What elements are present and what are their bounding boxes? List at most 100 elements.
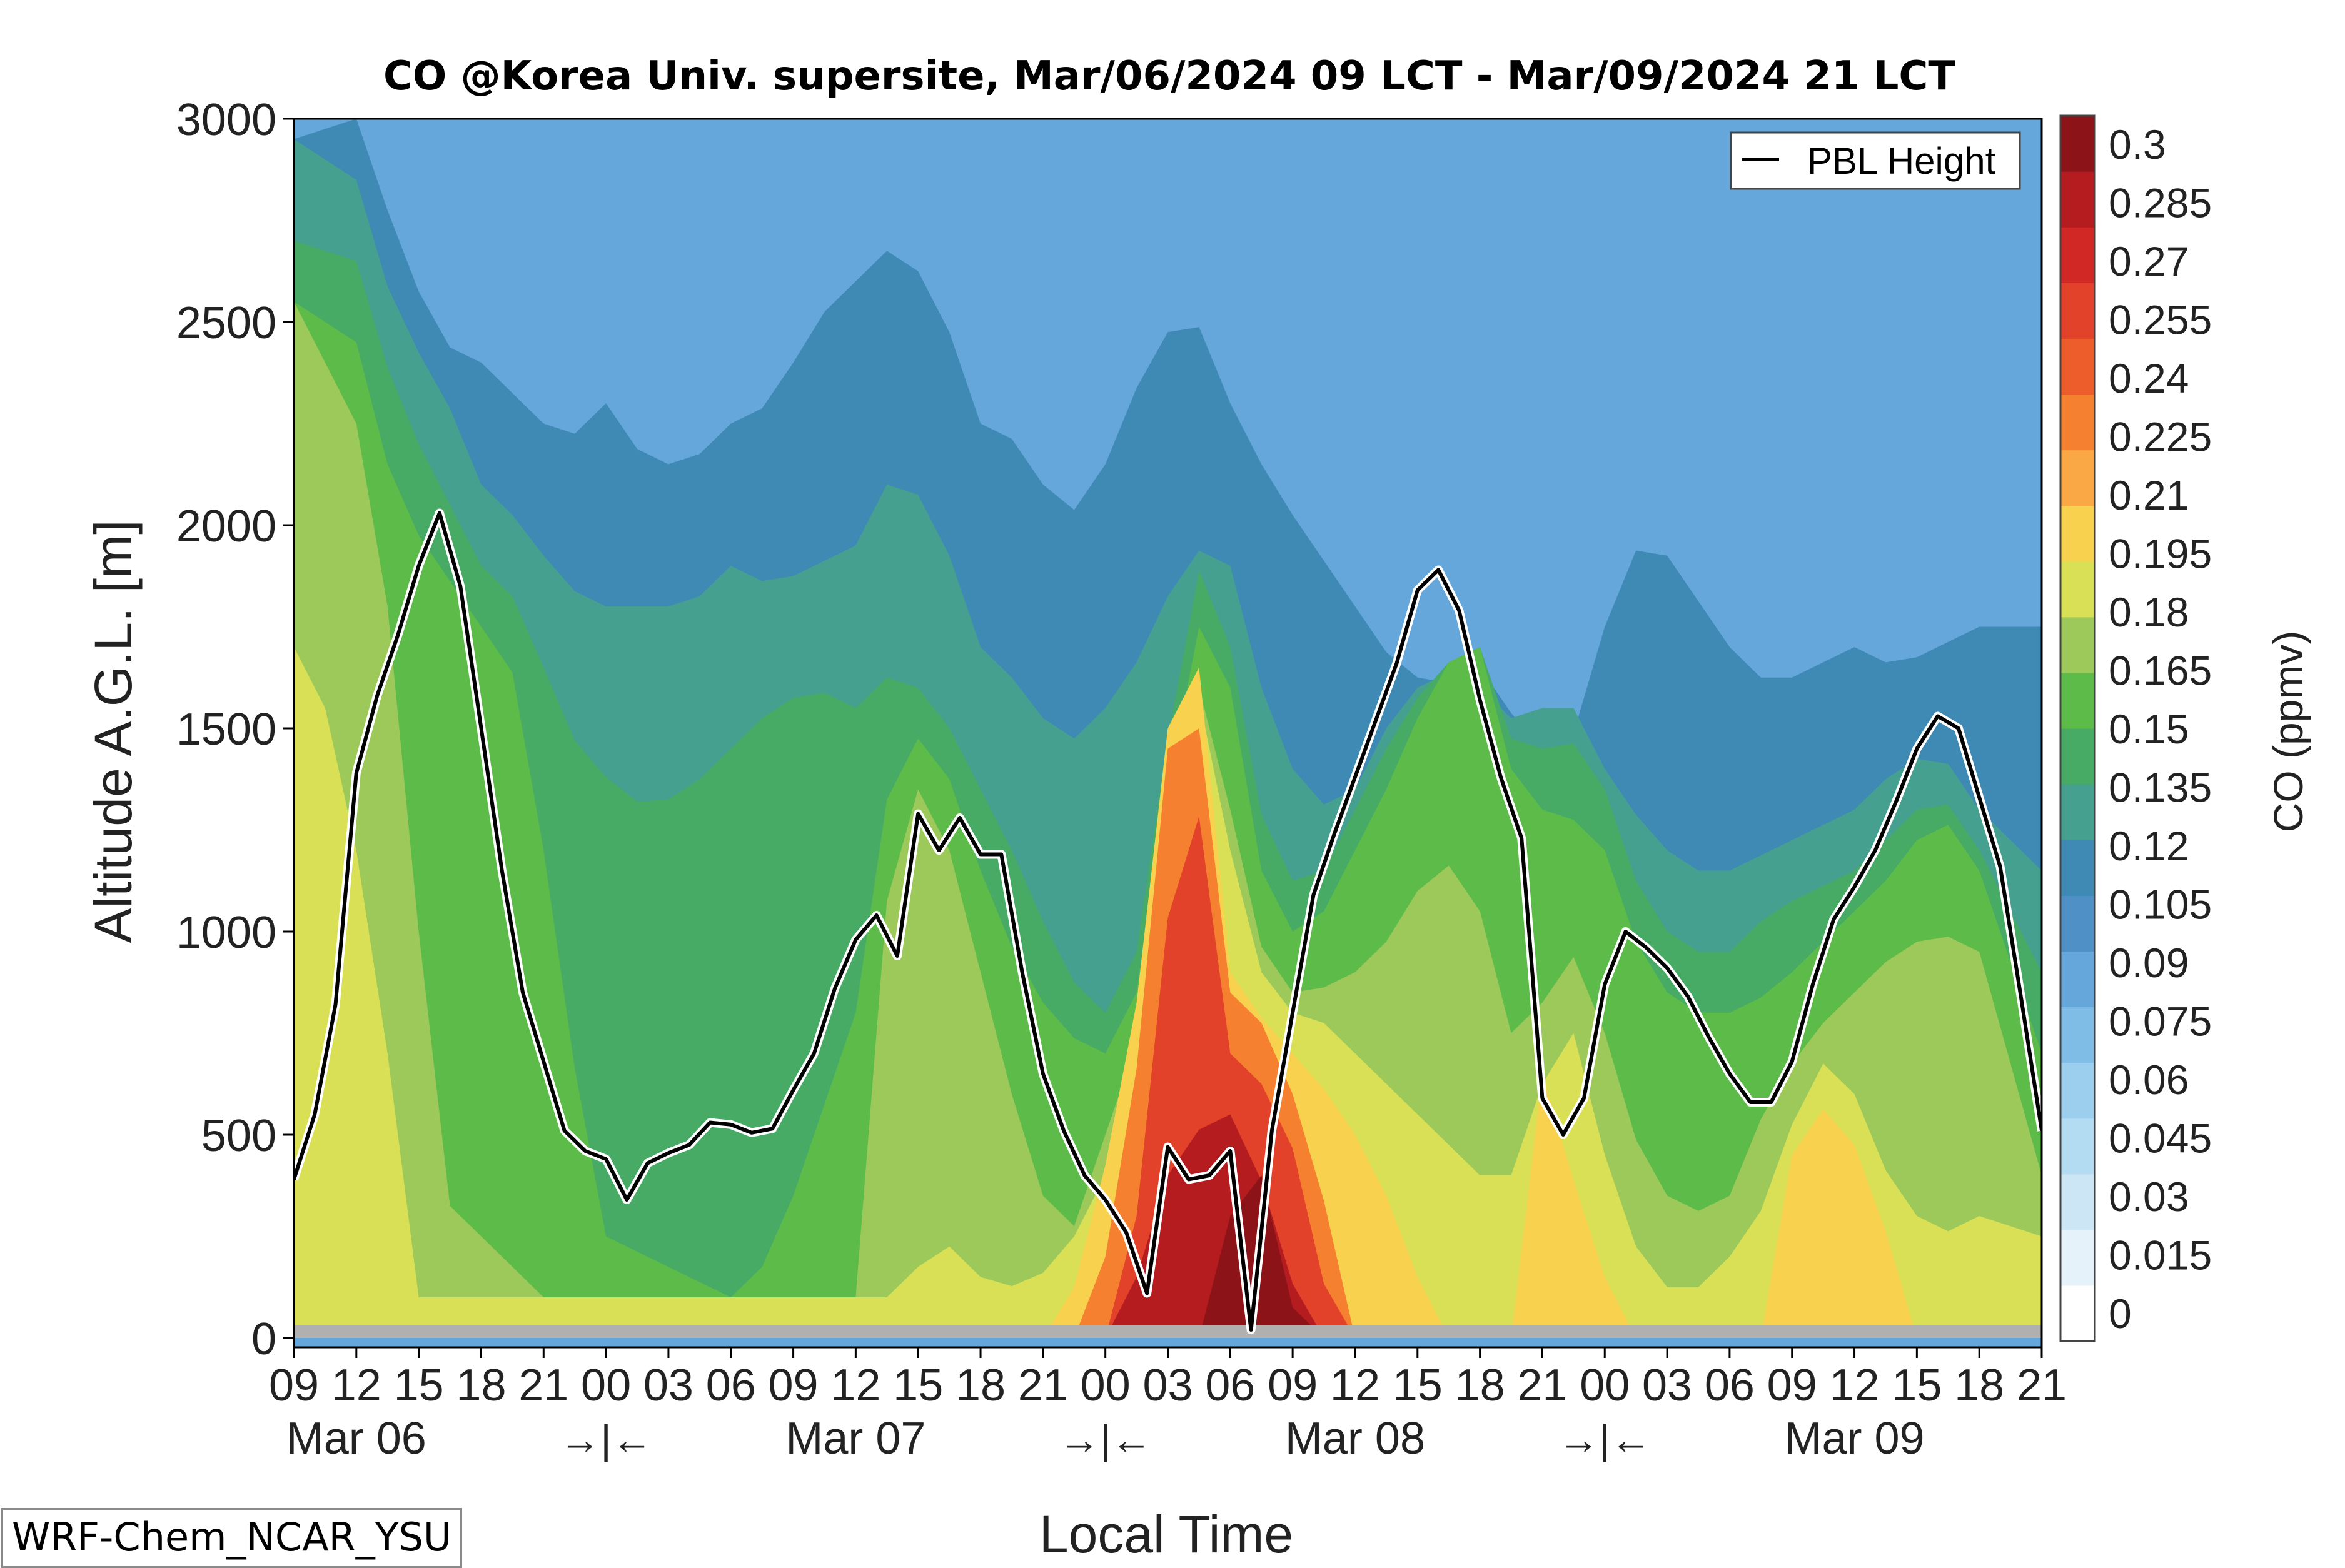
- day-separator: →|←: [1558, 1416, 1652, 1462]
- colorbar-swatch: [2060, 1173, 2095, 1230]
- colorbar-tick-label: 0.105: [2109, 882, 2212, 928]
- x-tick-label: 15: [893, 1360, 943, 1410]
- colorbar-swatch: [2060, 171, 2095, 228]
- x-tick-label: 00: [1580, 1360, 1630, 1410]
- colorbar-swatch: [2060, 283, 2095, 339]
- x-tick-label: 21: [2017, 1360, 2067, 1410]
- colorbar-tick-label: 0.09: [2109, 940, 2189, 986]
- x-tick-label: 06: [1705, 1360, 1755, 1410]
- y-tick-label: 3000: [176, 95, 276, 145]
- date-label: Mar 09: [1784, 1414, 1924, 1464]
- x-tick-label: 12: [331, 1360, 381, 1410]
- x-tick-label: 09: [1268, 1360, 1318, 1410]
- colorbar-tick-label: 0.195: [2109, 531, 2212, 577]
- y-tick-label: 2500: [176, 298, 276, 348]
- x-tick-label: 03: [643, 1360, 693, 1410]
- x-axis: 09 12 15 18 21 00 03 06 09 12 15 18 21 00 03 06 09 12 15 18…: [269, 1347, 2067, 1464]
- colorbar-swatch: [2060, 227, 2095, 283]
- legend: PBL Height: [1730, 131, 2021, 190]
- colorbar-swatch: [2060, 840, 2095, 896]
- colorbar-swatch: [2060, 1229, 2095, 1286]
- colorbar-swatch: [2060, 1007, 2095, 1063]
- colorbar-tick-label: 0.015: [2109, 1232, 2212, 1279]
- co-contour-band: [294, 301, 2042, 1338]
- colorbar-tick-label: 0.045: [2109, 1115, 2212, 1162]
- colorbar-tick-label: 0.27: [2109, 238, 2189, 284]
- colorbar-swatch: [2060, 338, 2095, 395]
- x-tick-label: 09: [769, 1360, 819, 1410]
- ground-strip: [294, 1325, 2042, 1338]
- x-tick-label: 15: [1393, 1360, 1443, 1410]
- colorbar-swatch: [2060, 616, 2095, 673]
- chart-title: CO @Korea Univ. supersite, Mar/06/2024 0…: [383, 53, 1955, 99]
- y-axis: 0 500 1000 1500 2000 2500 3000: [176, 95, 294, 1364]
- pbl-line: [294, 511, 2042, 1332]
- colorbar-swatch: [2060, 116, 2095, 172]
- legend-box: [1730, 131, 2021, 190]
- colorbar-swatch: [2060, 1285, 2095, 1342]
- colorbar-swatch: [2060, 784, 2095, 840]
- colorbar-tick-label: 0.12: [2109, 823, 2189, 869]
- y-tick-label: 500: [201, 1111, 276, 1161]
- co-contour-band: [294, 1114, 2042, 1338]
- colorbar-swatch: [2060, 505, 2095, 562]
- day-separator: →|←: [560, 1416, 653, 1462]
- pbl-height-line: [294, 508, 2042, 1334]
- x-tick-label: 09: [1767, 1360, 1817, 1410]
- y-tick-label: 2000: [176, 501, 276, 551]
- y-axis-label: Altitude A.G.L. [m]: [84, 520, 143, 943]
- colorbar-tick-label: 0.135: [2109, 765, 2212, 811]
- x-tick-label: 03: [1642, 1360, 1692, 1410]
- x-tick-label: 12: [1829, 1360, 1879, 1410]
- x-axis-label: Local Time: [1039, 1505, 1293, 1563]
- colorbar-frame: [2059, 114, 2096, 1342]
- x-tick-label: 06: [706, 1360, 756, 1410]
- colorbar-tick-label: 0.15: [2109, 706, 2189, 752]
- colorbar-swatch: [2060, 672, 2095, 729]
- colorbar-swatch: [2060, 728, 2095, 785]
- colorbar-tick-label: 0.165: [2109, 648, 2212, 694]
- x-tick-label: 06: [1205, 1360, 1255, 1410]
- colorbar-swatch: [2060, 561, 2095, 618]
- colorbar-tick-label: 0: [2109, 1290, 2132, 1337]
- x-tick-label: 21: [1018, 1360, 1068, 1410]
- colorbar-tick-label: 0.03: [2109, 1173, 2189, 1220]
- colorbar-swatch: [2060, 394, 2095, 451]
- x-tick-label: 15: [1892, 1360, 1942, 1410]
- colorbar-tick-label: 0.3: [2109, 121, 2166, 168]
- x-tick-label: 21: [518, 1360, 568, 1410]
- co-contour-band: [294, 816, 2042, 1338]
- y-tick-label: 1500: [176, 705, 276, 755]
- x-tick-label: 18: [456, 1360, 506, 1410]
- x-tick-label: 15: [394, 1360, 444, 1410]
- colorbar-swatch: [2060, 1062, 2095, 1119]
- model-watermark: WRF-Chem_NCAR_YSU: [1, 1508, 463, 1568]
- day-separator: →|←: [1059, 1416, 1152, 1462]
- colorbar-label: CO (ppmv): [2265, 631, 2311, 833]
- colorbar-tick-label: 0.075: [2109, 998, 2212, 1045]
- colorbar-swatch: [2060, 450, 2095, 506]
- colorbar-tick-label: 0.18: [2109, 589, 2189, 635]
- x-tick-label: 00: [581, 1360, 631, 1410]
- y-tick-label: 0: [251, 1314, 276, 1364]
- x-tick-label: 18: [1455, 1360, 1505, 1410]
- x-tick-label: 21: [1517, 1360, 1567, 1410]
- legend-label: PBL Height: [1807, 140, 1996, 182]
- x-tick-label: 09: [269, 1360, 319, 1410]
- colorbar-tick-label: 0.255: [2109, 297, 2212, 343]
- date-label: Mar 06: [286, 1414, 426, 1464]
- colorbar-tick-label: 0.24: [2109, 355, 2189, 401]
- colorbar-swatch: [2060, 951, 2095, 1008]
- colorbar-tick-label: 0.285: [2109, 180, 2212, 226]
- date-label: Mar 07: [785, 1414, 925, 1464]
- colorbar-swatch: [2060, 895, 2095, 952]
- x-tick-label: 18: [1954, 1360, 2004, 1410]
- colorbar-tick-label: 0.21: [2109, 472, 2189, 518]
- colorbar-swatch: [2060, 1118, 2095, 1175]
- colorbar-tick-label: 0.06: [2109, 1057, 2189, 1103]
- colorbar-tick-label: 0.225: [2109, 414, 2212, 460]
- x-tick-label: 00: [1081, 1360, 1131, 1410]
- date-label: Mar 08: [1285, 1414, 1425, 1464]
- x-tick-label: 12: [830, 1360, 880, 1410]
